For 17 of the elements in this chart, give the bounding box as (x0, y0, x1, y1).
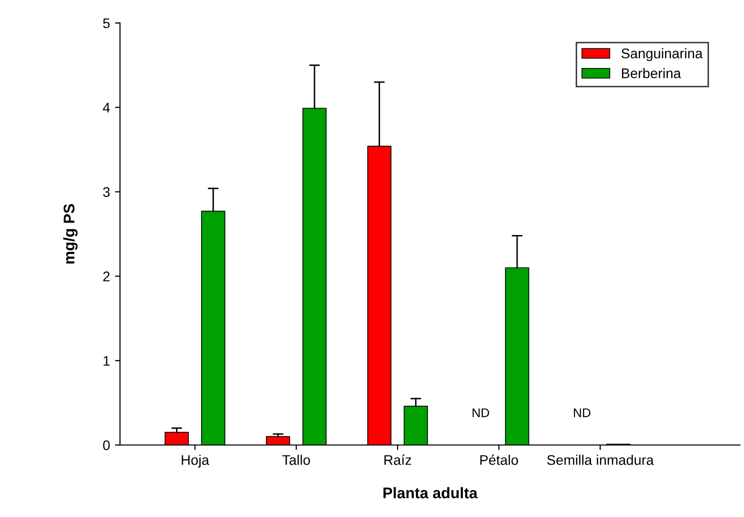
x-axis-title: Planta adulta (383, 487, 478, 498)
x-tick-label: Semilla inmadura (547, 454, 654, 465)
x-tick-label: Raíz (384, 454, 412, 465)
x-tick-label: Hoja (182, 454, 210, 468)
x-tick-label: Pétalo (480, 454, 518, 465)
x-tick-label: Tallo (282, 454, 310, 465)
y-tick-label: 4 (102, 102, 110, 112)
y-tick-label: 0 (103, 440, 110, 450)
annotation: ND (574, 408, 590, 418)
y-axis-title: mg/g PS (63, 204, 78, 264)
y-tick-label: 1 (104, 356, 110, 366)
y-tick-label: 5 (103, 18, 110, 28)
annotation: ND (472, 408, 490, 418)
legend-label: Berberina (622, 68, 682, 78)
y-tick-label: 3 (103, 187, 110, 197)
legend-label: Sanguinarina (621, 48, 703, 62)
y-tick-label: 2 (103, 272, 110, 282)
